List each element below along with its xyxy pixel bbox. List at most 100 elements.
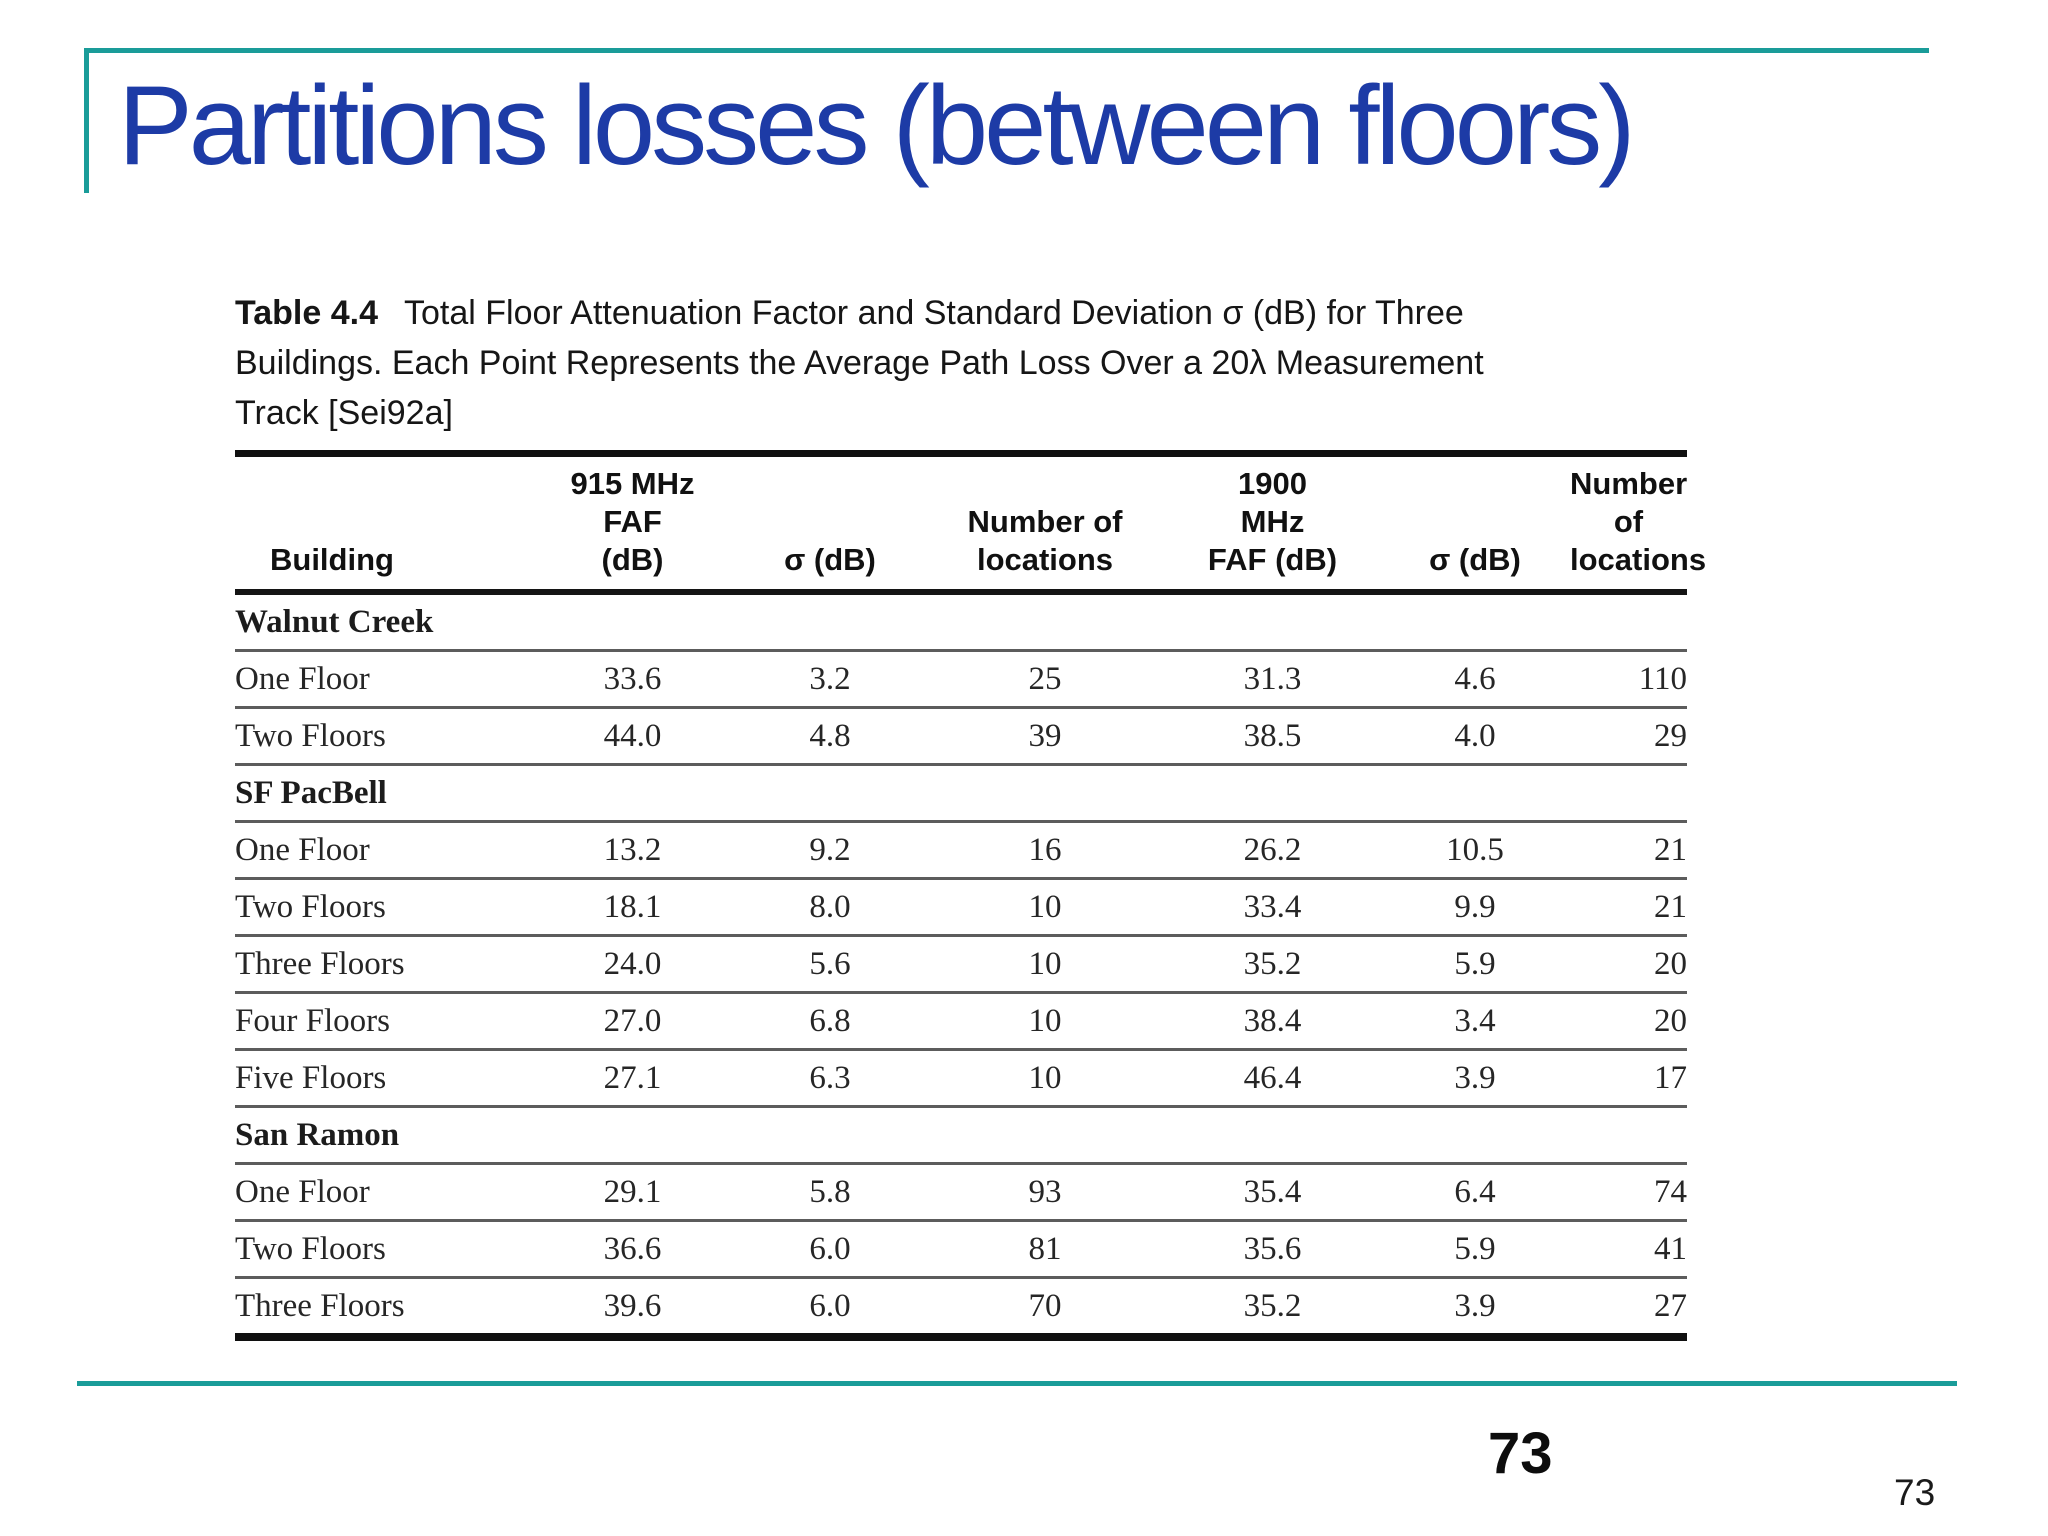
cell: 33.6	[603, 661, 662, 697]
table-section-row: SF PacBell	[235, 764, 1687, 822]
caption-line-3: Track [Sei92a]	[235, 394, 453, 432]
left-accent-rule	[84, 48, 89, 193]
cell: 39.6	[603, 1288, 662, 1324]
caption-table-number: Table 4.4	[235, 294, 378, 332]
cell: 29	[1654, 718, 1687, 754]
table-row: Two Floors 36.6 6.0 81 35.6 5.9 41	[235, 1220, 1687, 1278]
cell: 17	[1654, 1060, 1687, 1096]
row-label: Two Floors	[235, 889, 386, 925]
table-row: One Floor 29.1 5.8 93 35.4 6.4 74	[235, 1163, 1687, 1221]
cell: 3.9	[1454, 1060, 1496, 1096]
col-header-sigma-1900: σ (dB)	[1429, 542, 1521, 577]
cell: 5.9	[1454, 946, 1496, 982]
table-row: One Floor 33.6 3.2 25 31.3 4.6 110	[235, 650, 1687, 708]
cell: 27	[1654, 1288, 1687, 1324]
cell: 25	[1028, 661, 1062, 697]
table-header-row: Building 915 MHz FAF (dB) σ (dB) Number …	[235, 454, 1707, 592]
row-label: Four Floors	[235, 1003, 390, 1039]
caption-line-1: Table 4.4 Total Floor Attenuation Factor …	[235, 288, 1495, 338]
section-label: SF PacBell	[235, 775, 387, 811]
cell: 93	[1028, 1174, 1062, 1210]
cell: 70	[1028, 1288, 1062, 1324]
cell: 24.0	[603, 946, 662, 982]
cell: 5.9	[1454, 1231, 1496, 1267]
cell: 4.6	[1454, 661, 1496, 697]
col-header-locations-915: Number of locations	[967, 504, 1123, 577]
cell: 10	[1028, 946, 1062, 982]
cell: 13.2	[603, 832, 662, 868]
cell: 6.3	[809, 1060, 851, 1096]
row-label: One Floor	[235, 1174, 370, 1210]
section-label: Walnut Creek	[235, 604, 434, 640]
top-accent-rule	[84, 48, 1929, 53]
caption-line-2: Buildings. Each Point Represents the Ave…	[235, 344, 1484, 382]
cell: 10	[1028, 889, 1062, 925]
cell: 3.2	[809, 661, 851, 697]
row-label: Five Floors	[235, 1060, 387, 1096]
cell: 6.4	[1454, 1174, 1496, 1210]
cell: 6.0	[809, 1231, 851, 1267]
col-header-1900-faf: 1900 MHz FAF (dB)	[1207, 466, 1338, 577]
slide-title: Partitions losses (between floors)	[118, 63, 1636, 188]
table-row: Three Floors 39.6 6.0 70 35.2 3.9 27	[235, 1277, 1687, 1338]
col-header-locations-1900: Number of locations	[1570, 466, 1707, 577]
row-label: One Floor	[235, 832, 370, 868]
cell: 81	[1028, 1231, 1062, 1267]
cell: 6.0	[809, 1288, 851, 1324]
cell: 6.8	[809, 1003, 851, 1039]
cell: 110	[1638, 661, 1687, 697]
cell: 3.9	[1454, 1288, 1496, 1324]
col-header-915-faf: 915 MHz FAF (dB)	[570, 466, 695, 577]
cell: 36.6	[603, 1231, 662, 1267]
cell: 35.2	[1243, 946, 1302, 982]
cell: 21	[1654, 832, 1687, 868]
table-row: Two Floors 44.0 4.8 39 38.5 4.0 29	[235, 707, 1687, 765]
cell: 27.0	[603, 1003, 662, 1039]
row-label: Three Floors	[235, 1288, 405, 1324]
cell: 38.4	[1243, 1003, 1302, 1039]
table-row: Two Floors 18.1 8.0 10 33.4 9.9 21	[235, 878, 1687, 936]
row-label: One Floor	[235, 661, 370, 697]
cell: 9.9	[1454, 889, 1496, 925]
row-label: Two Floors	[235, 718, 386, 754]
cell: 31.3	[1243, 661, 1302, 697]
cell: 26.2	[1243, 832, 1302, 868]
row-label: Three Floors	[235, 946, 405, 982]
col-header-sigma-915: σ (dB)	[784, 542, 876, 577]
bottom-accent-rule	[77, 1381, 1957, 1386]
table-row: Three Floors 24.0 5.6 10 35.2 5.9 20	[235, 935, 1687, 993]
table-caption: Table 4.4 Total Floor Attenuation Factor …	[235, 288, 1495, 438]
page-number-small: 73	[1894, 1472, 1936, 1513]
table-row: One Floor 13.2 9.2 16 26.2 10.5 21	[235, 821, 1687, 879]
cell: 18.1	[603, 889, 662, 925]
cell: 16	[1028, 832, 1062, 868]
attenuation-table: Building 915 MHz FAF (dB) σ (dB) Number …	[235, 450, 1707, 1341]
cell: 35.2	[1243, 1288, 1302, 1324]
cell: 20	[1654, 946, 1687, 982]
cell: 5.8	[809, 1174, 851, 1210]
cell: 27.1	[603, 1060, 662, 1096]
cell: 9.2	[809, 832, 851, 868]
cell: 38.5	[1243, 718, 1302, 754]
cell: 33.4	[1243, 889, 1302, 925]
cell: 46.4	[1243, 1060, 1302, 1096]
cell: 20	[1654, 1003, 1687, 1039]
table-row: Four Floors 27.0 6.8 10 38.4 3.4 20	[235, 992, 1687, 1050]
cell: 35.6	[1243, 1231, 1302, 1267]
cell: 39	[1028, 718, 1062, 754]
table-section-row: Walnut Creek	[235, 592, 1687, 651]
section-label: San Ramon	[235, 1117, 400, 1153]
caption-line-1-text: Total Floor Attenuation Factor and Stand…	[404, 294, 1464, 332]
row-label: Two Floors	[235, 1231, 386, 1267]
col-header-building: Building	[270, 542, 394, 577]
cell: 35.4	[1243, 1174, 1302, 1210]
cell: 4.0	[1454, 718, 1496, 754]
page-number-bold: 73	[1488, 1421, 1553, 1486]
cell: 8.0	[809, 889, 851, 925]
cell: 4.8	[809, 718, 851, 754]
attenuation-table-wrapper: Building 915 MHz FAF (dB) σ (dB) Number …	[235, 450, 1707, 1341]
cell: 10.5	[1446, 832, 1504, 868]
cell: 3.4	[1454, 1003, 1496, 1039]
table-section-row: San Ramon	[235, 1106, 1687, 1164]
